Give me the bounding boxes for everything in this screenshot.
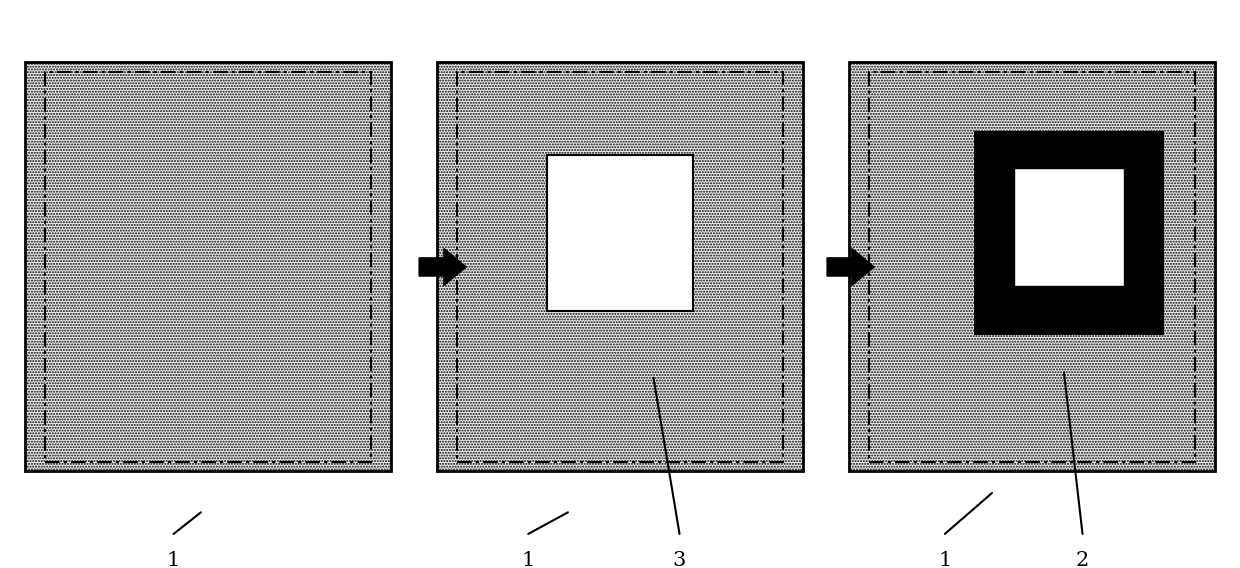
Text: 1: 1 <box>939 551 951 568</box>
Bar <box>547 155 693 311</box>
Text: 3: 3 <box>673 551 686 568</box>
Text: 1: 1 <box>522 551 534 568</box>
Bar <box>46 72 372 462</box>
Bar <box>868 72 1195 462</box>
Bar <box>1014 168 1123 286</box>
Bar <box>848 62 1214 471</box>
Bar <box>26 62 392 471</box>
Text: 1: 1 <box>167 551 180 568</box>
Bar <box>458 72 784 462</box>
Bar <box>438 62 802 471</box>
Bar <box>973 131 1164 335</box>
FancyArrow shape <box>827 249 874 285</box>
Text: 2: 2 <box>1076 551 1089 568</box>
FancyArrow shape <box>419 249 466 285</box>
